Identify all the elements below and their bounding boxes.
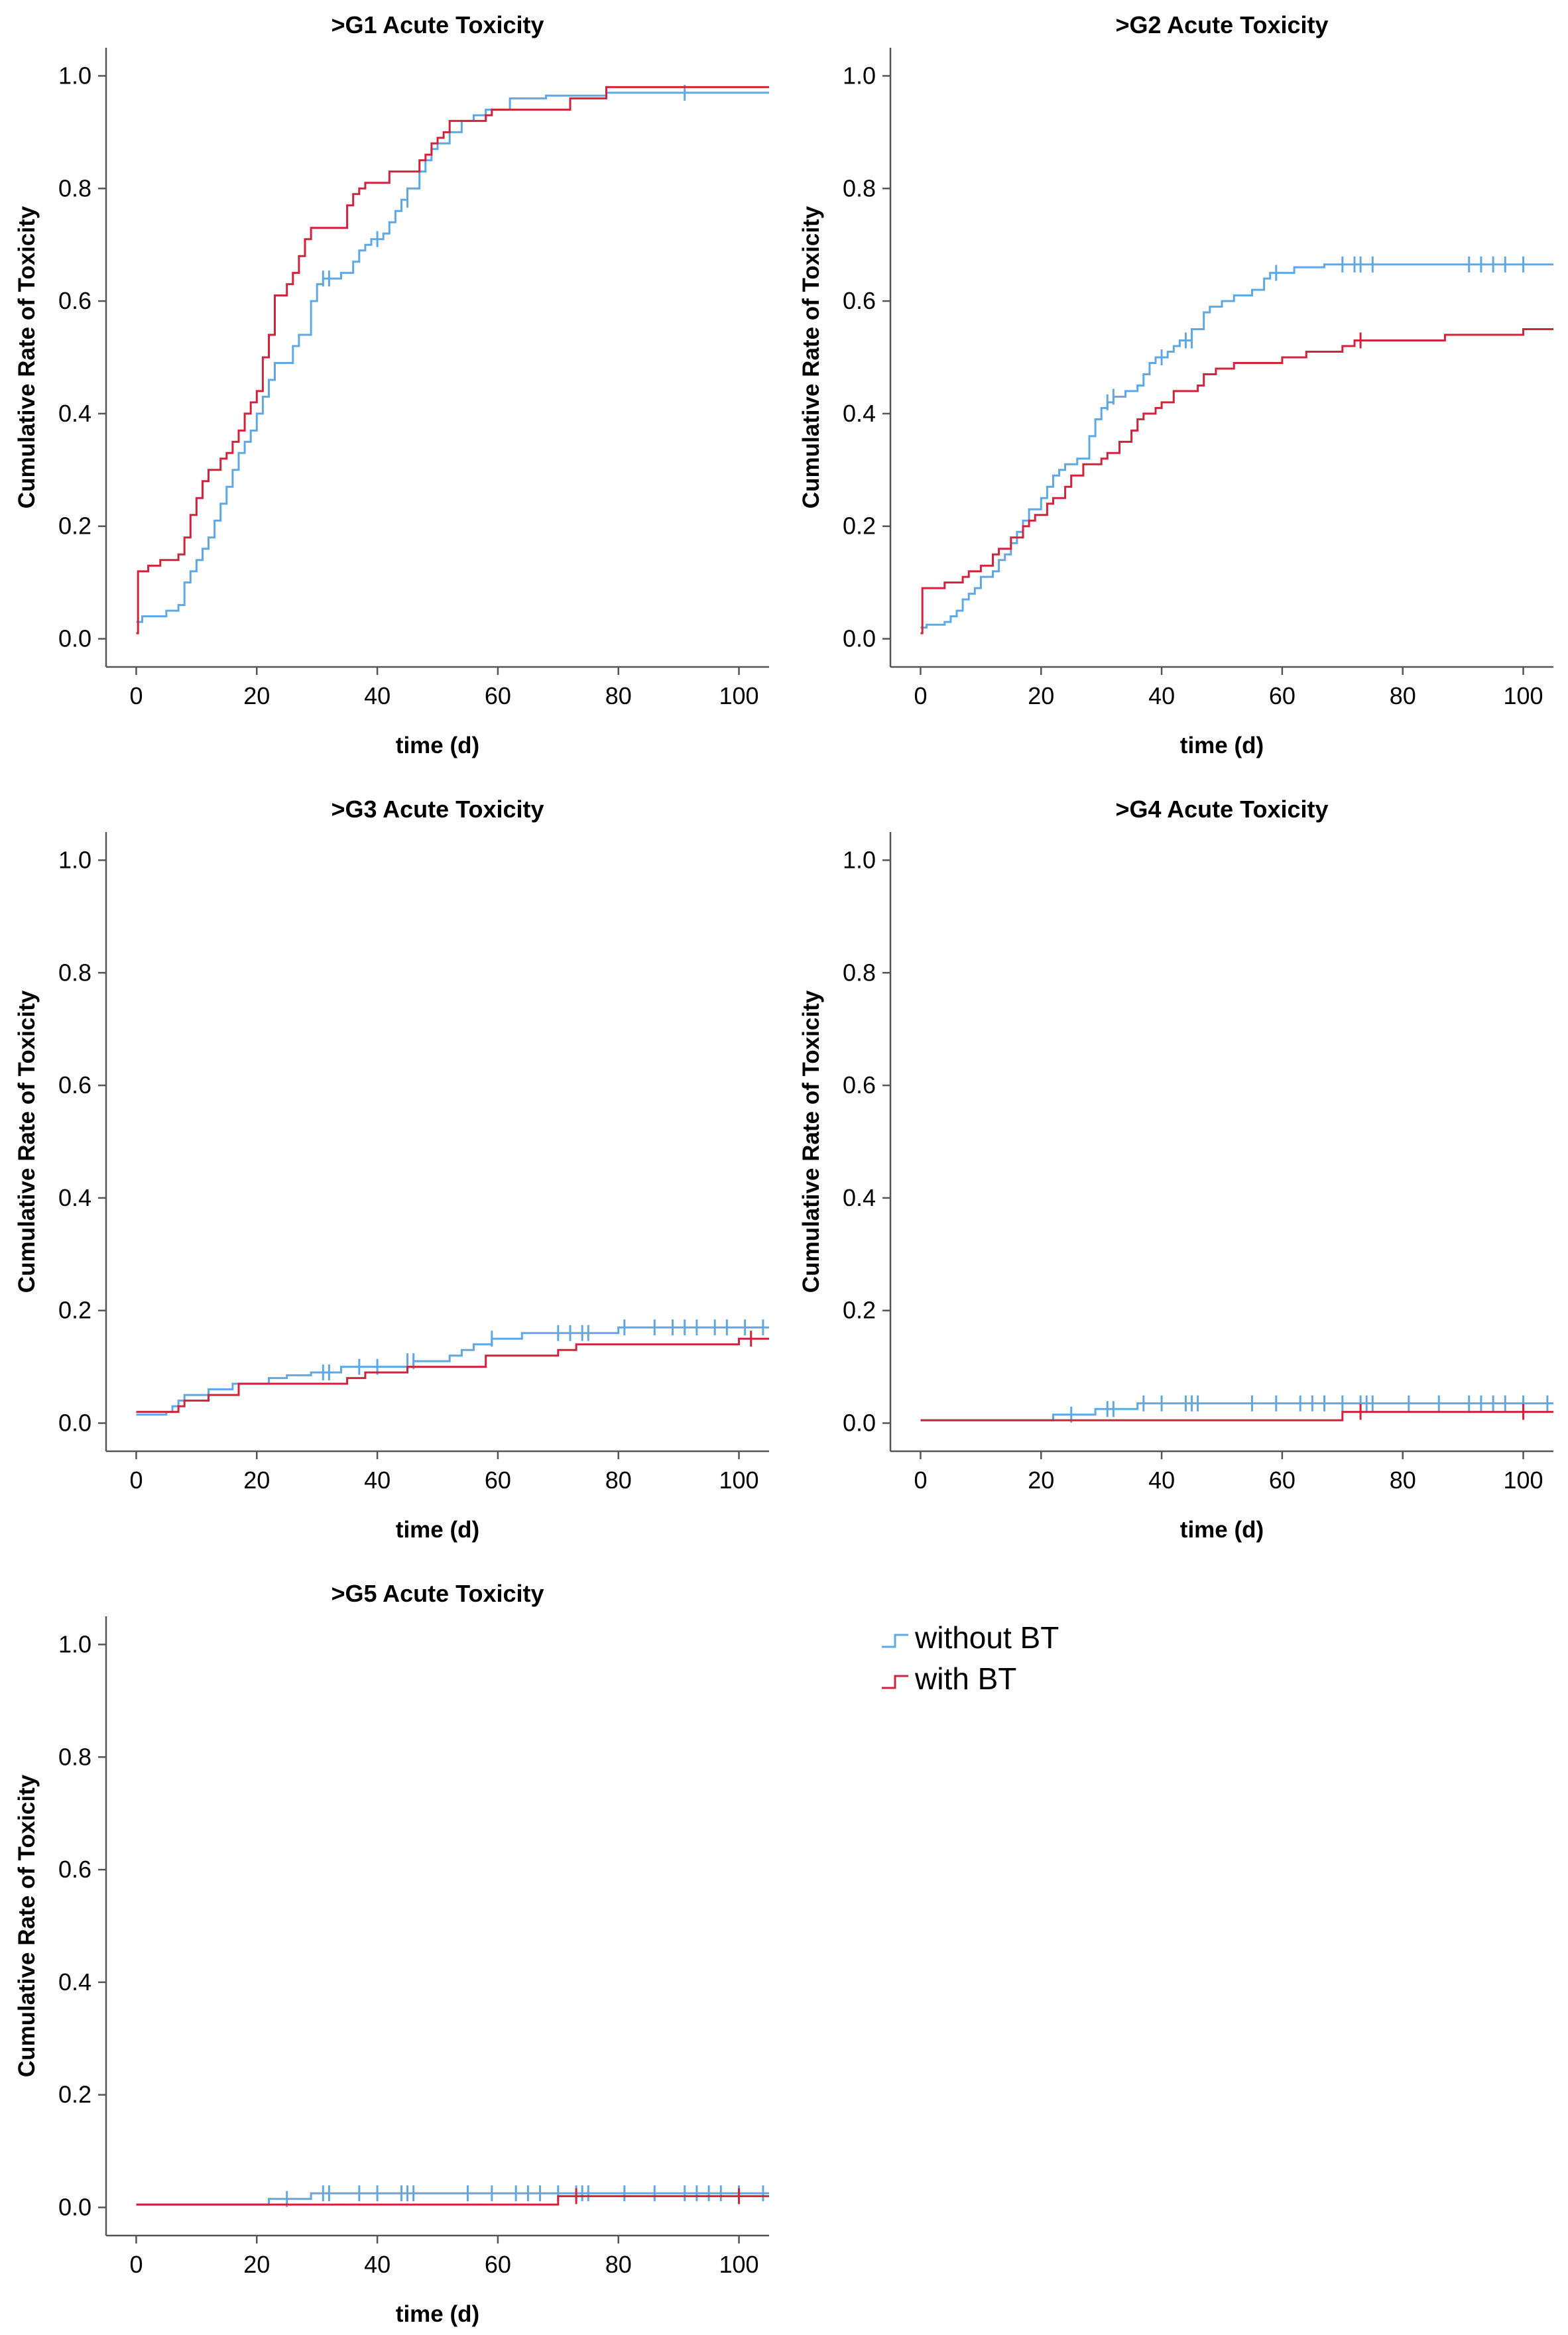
x-tick-label: 60	[485, 682, 511, 709]
x-tick-label: 60	[1269, 682, 1296, 709]
legend-label-with-bt: with BT	[914, 1661, 1016, 1696]
y-tick-label: 0.2	[58, 512, 91, 540]
y-tick-label: 0.0	[843, 625, 876, 652]
y-tick-label: 0.4	[58, 1184, 91, 1211]
y-tick-label: 0.2	[58, 2081, 91, 2108]
x-tick-label: 60	[1269, 1467, 1296, 1494]
y-tick-label: 0.8	[843, 174, 876, 202]
y-tick-label: 0.2	[58, 1297, 91, 1324]
y-axis-label: Cumulative Rate of Toxicity	[798, 990, 824, 1293]
x-tick-label: 0	[914, 682, 927, 709]
y-tick-label: 0.2	[843, 512, 876, 540]
legend-swatch-without-bt	[882, 1634, 908, 1648]
y-axis-label: Cumulative Rate of Toxicity	[14, 1774, 40, 2077]
y-tick-label: 0.6	[58, 1856, 91, 1883]
chart-title: >G4 Acute Toxicity	[1115, 796, 1328, 823]
x-tick-label: 100	[1504, 682, 1543, 709]
x-tick-label: 20	[243, 1467, 270, 1494]
x-tick-label: 80	[605, 682, 632, 709]
y-tick-label: 0.6	[58, 1071, 91, 1099]
series-line-without-bt	[136, 1326, 769, 1416]
x-tick-label: 100	[1504, 1467, 1543, 1494]
series-line-with-bt	[136, 2195, 769, 2206]
x-tick-label: 80	[605, 2251, 632, 2278]
x-axis-label: time (d)	[396, 1517, 479, 1543]
x-tick-label: 0	[129, 2251, 143, 2278]
y-tick-label: 0.6	[58, 287, 91, 314]
chart-title: >G2 Acute Toxicity	[1115, 11, 1328, 38]
panel-3: >G3 Acute Toxicity 0.0 0.2 0.4 0.6 0.8 1.0 0 20 4…	[14, 796, 769, 1543]
panel-4: >G4 Acute Toxicity 0.0 0.2 0.4 0.6 0.8 1.0 0 20 4…	[798, 796, 1553, 1543]
y-tick-label: 0.4	[58, 1968, 91, 1996]
x-tick-label: 20	[1028, 682, 1054, 709]
y-tick-label: 0.6	[843, 287, 876, 314]
x-axis-label: time (d)	[1180, 1517, 1264, 1543]
y-tick-label: 1.0	[58, 846, 91, 873]
series-line-with-bt	[136, 1337, 769, 1413]
x-axis-label: time (d)	[1180, 733, 1264, 758]
legend-label-without-bt: without BT	[914, 1620, 1059, 1655]
x-tick-label: 60	[485, 1467, 511, 1494]
y-tick-label: 0.2	[843, 1297, 876, 1324]
x-tick-label: 0	[129, 682, 143, 709]
y-tick-label: 1.0	[843, 846, 876, 873]
panel-1: >G1 Acute Toxicity 0.0 0.2 0.4 0.6 0.8 1.0 0 20 4…	[14, 11, 769, 758]
y-tick-label: 0.0	[843, 1409, 876, 1437]
y-tick-label: 0.0	[58, 1409, 91, 1437]
y-tick-label: 0.0	[58, 625, 91, 652]
y-tick-label: 0.8	[58, 1743, 91, 1770]
chart-title: >G3 Acute Toxicity	[331, 796, 544, 823]
chart-title: >G1 Acute Toxicity	[331, 11, 544, 38]
series-line-without-bt	[136, 2192, 769, 2206]
legend-swatch-with-bt	[882, 1675, 908, 1689]
series-line-without-bt	[136, 91, 769, 623]
series-line-with-bt	[920, 328, 1553, 634]
legend: without BT with BT	[882, 1620, 1059, 1696]
y-tick-label: 0.4	[843, 1184, 876, 1211]
x-tick-label: 100	[719, 1467, 759, 1494]
x-tick-label: 60	[485, 2251, 511, 2278]
x-tick-label: 40	[364, 682, 391, 709]
y-tick-label: 1.0	[58, 1630, 91, 1657]
x-tick-label: 20	[1028, 1467, 1054, 1494]
chart-title: >G5 Acute Toxicity	[331, 1580, 544, 1607]
y-tick-label: 0.4	[843, 400, 876, 427]
y-tick-label: 0.8	[58, 174, 91, 202]
y-tick-label: 0.0	[58, 2194, 91, 2221]
y-tick-label: 0.8	[843, 959, 876, 986]
y-axis-label: Cumulative Rate of Toxicity	[14, 990, 40, 1293]
series-line-without-bt	[920, 263, 1553, 629]
panel-5: >G5 Acute Toxicity 0.0 0.2 0.4 0.6 0.8 1.0 0 20 4…	[14, 1580, 769, 2327]
y-tick-label: 1.0	[58, 62, 91, 89]
x-axis-label: time (d)	[396, 2301, 479, 2327]
x-tick-label: 40	[364, 2251, 391, 2278]
panel-2: >G2 Acute Toxicity 0.0 0.2 0.4 0.6 0.8 1.0 0 20 4…	[798, 11, 1553, 758]
x-tick-label: 20	[243, 2251, 270, 2278]
x-tick-label: 80	[1390, 1467, 1416, 1494]
x-tick-label: 100	[719, 2251, 759, 2278]
y-axis-label: Cumulative Rate of Toxicity	[14, 206, 40, 509]
x-tick-label: 40	[1148, 682, 1175, 709]
y-axis-label: Cumulative Rate of Toxicity	[798, 206, 824, 509]
x-tick-label: 0	[914, 1467, 927, 1494]
x-tick-label: 0	[129, 1467, 143, 1494]
y-tick-label: 1.0	[843, 62, 876, 89]
x-tick-label: 80	[1390, 682, 1416, 709]
series-line-with-bt	[920, 1411, 1553, 1421]
x-tick-label: 40	[1148, 1467, 1175, 1494]
x-tick-label: 80	[605, 1467, 632, 1494]
y-tick-label: 0.4	[58, 400, 91, 427]
y-tick-label: 0.8	[58, 959, 91, 986]
x-tick-label: 40	[364, 1467, 391, 1494]
series-line-with-bt	[136, 86, 769, 634]
y-tick-label: 0.6	[843, 1071, 876, 1099]
x-tick-label: 100	[719, 682, 759, 709]
x-axis-label: time (d)	[396, 733, 479, 758]
x-tick-label: 20	[243, 682, 270, 709]
